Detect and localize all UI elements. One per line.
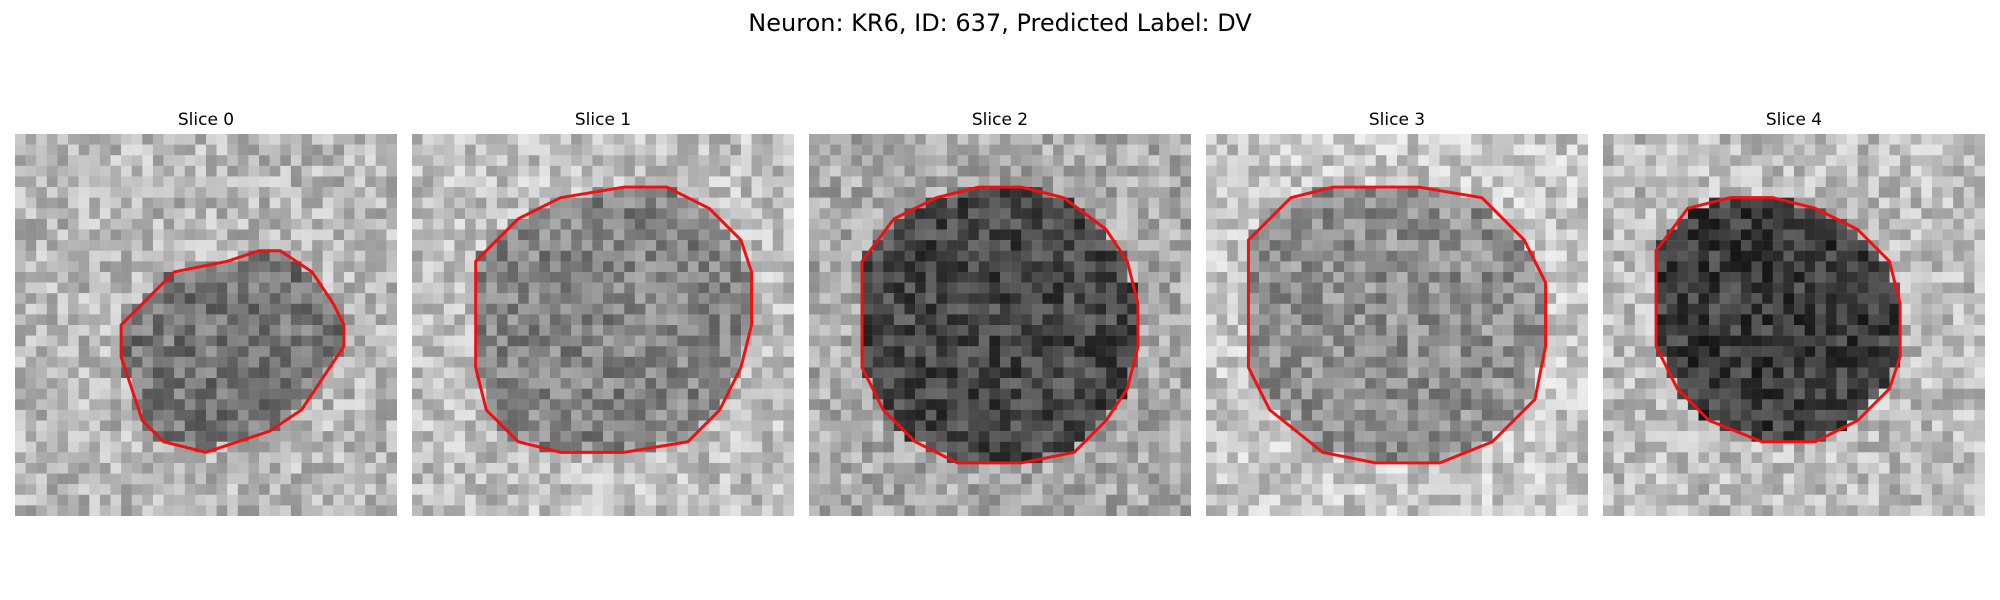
roi-contour — [474, 185, 754, 454]
roi-contour — [1246, 185, 1548, 465]
roi-contour — [119, 249, 346, 454]
slice-title-1: Slice 1 — [574, 110, 632, 130]
slice-title-2: Slice 2 — [971, 110, 1029, 130]
slice-image-0 — [15, 134, 397, 516]
slice-image-3 — [1206, 134, 1588, 516]
pixel-grid — [15, 134, 397, 516]
slice-image-1 — [412, 134, 794, 516]
roi-contour — [1654, 196, 1902, 444]
pixel-grid — [1206, 134, 1588, 516]
slice-image-2 — [809, 134, 1191, 516]
pixel-grid — [1603, 134, 1985, 516]
figure-title: Neuron: KR6, ID: 637, Predicted Label: D… — [748, 9, 1252, 37]
slice-title-4: Slice 4 — [1765, 110, 1823, 130]
pixel-grid — [809, 134, 1191, 516]
pixel-grid — [412, 134, 794, 516]
slice-title-3: Slice 3 — [1368, 110, 1426, 130]
roi-contour — [860, 185, 1140, 465]
slice-image-4 — [1603, 134, 1985, 516]
slice-title-0: Slice 0 — [177, 110, 235, 130]
